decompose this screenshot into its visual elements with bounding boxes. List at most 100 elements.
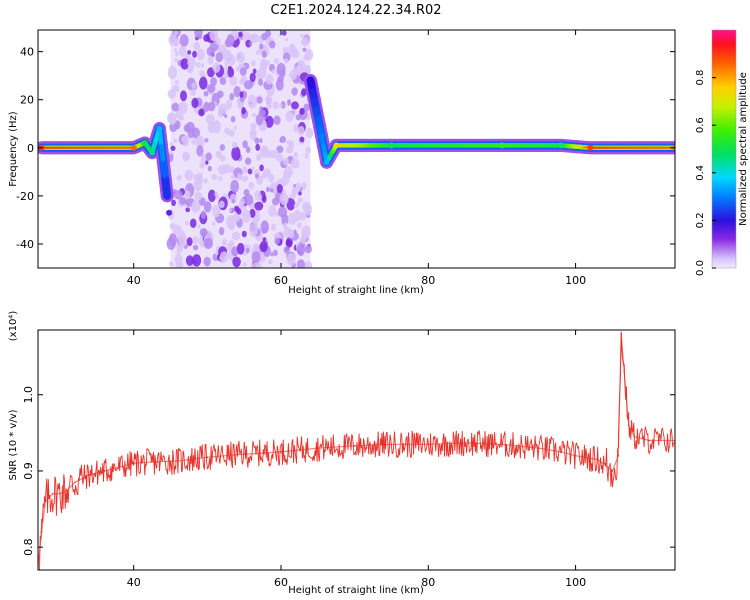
- noise-speckle: [274, 237, 280, 245]
- snr-data-point: [103, 470, 106, 472]
- noise-speckle: [297, 222, 302, 229]
- ridge-core-segment: [160, 144, 165, 164]
- noise-speckle: [218, 175, 223, 181]
- noise-speckle: [206, 46, 215, 57]
- noise-speckle: [300, 33, 304, 38]
- snr-data-point: [596, 458, 599, 461]
- noise-speckle: [229, 76, 238, 86]
- noise-speckle: [252, 112, 257, 118]
- noise-speckle: [191, 139, 197, 145]
- noise-speckle: [203, 90, 209, 97]
- snr-data-point: [623, 371, 625, 373]
- noise-speckle: [299, 136, 305, 143]
- noise-speckle: [285, 237, 293, 248]
- noise-speckle: [259, 43, 264, 50]
- noise-speckle: [205, 114, 215, 125]
- noise-speckle: [259, 138, 263, 144]
- ridge-point: [166, 209, 173, 216]
- ridge-point: [388, 142, 395, 149]
- noise-speckle: [229, 239, 234, 248]
- noise-speckle: [289, 193, 296, 200]
- noise-speckle: [301, 88, 307, 96]
- noise-speckle: [207, 101, 216, 112]
- noise-speckle: [191, 97, 199, 109]
- noise-speckle: [204, 138, 209, 143]
- noise-speckle: [206, 83, 216, 93]
- noise-speckle: [305, 127, 314, 139]
- noise-speckle: [296, 259, 306, 268]
- noise-speckle: [168, 233, 178, 246]
- snr-data-point: [353, 445, 356, 447]
- noise-speckle: [282, 46, 289, 55]
- noise-speckle: [235, 66, 240, 72]
- noise-speckle: [168, 113, 177, 126]
- snr-data-point: [464, 441, 466, 444]
- noise-speckle: [192, 254, 202, 267]
- snr-scale-note: (x10⁴): [8, 311, 19, 342]
- noise-speckle: [231, 174, 236, 180]
- noise-speckle: [203, 34, 210, 42]
- noise-speckle: [224, 114, 228, 118]
- noise-speckle: [284, 37, 288, 42]
- noise-speckle: [178, 234, 188, 248]
- noise-speckle: [287, 213, 297, 225]
- noise-speckle: [236, 242, 245, 255]
- noise-speckle: [268, 259, 273, 265]
- noise-speckle: [172, 84, 180, 93]
- ridge-core-segment: [152, 139, 157, 148]
- noise-speckle: [211, 173, 218, 180]
- noise-speckle: [223, 73, 228, 79]
- noise-speckle: [293, 229, 297, 235]
- noise-speckle: [192, 236, 199, 245]
- noise-speckle: [236, 51, 245, 64]
- noise-speckle: [244, 193, 254, 206]
- noise-speckle: [305, 146, 311, 154]
- noise-speckle: [218, 200, 225, 209]
- noise-speckle: [218, 227, 225, 236]
- noise-speckle: [231, 199, 235, 204]
- noise-speckle: [200, 210, 206, 219]
- noise-speckle: [239, 67, 247, 76]
- noise-speckle: [175, 51, 179, 57]
- snr-data-point: [633, 435, 636, 438]
- noise-speckle: [193, 173, 199, 182]
- noise-speckle: [288, 46, 298, 58]
- ridge-point: [323, 159, 330, 166]
- snr-data-point: [317, 447, 319, 449]
- noise-speckle: [249, 208, 256, 218]
- noise-speckle: [302, 201, 311, 212]
- snr-data-point: [501, 443, 503, 446]
- ridge-point: [156, 125, 163, 132]
- snr-series-line: [38, 333, 675, 567]
- noise-speckle: [279, 192, 289, 206]
- snr-noise-trace: [38, 331, 675, 570]
- noise-speckle: [203, 237, 213, 249]
- noise-speckle: [178, 45, 187, 57]
- noise-speckle: [254, 201, 264, 211]
- noise-speckle: [218, 103, 228, 115]
- x-tick-label: 80: [421, 576, 435, 589]
- noise-speckle: [248, 222, 259, 237]
- noise-speckle: [304, 261, 313, 268]
- noise-speckle: [230, 115, 236, 123]
- noise-speckle: [173, 48, 178, 52]
- noise-speckle: [215, 52, 223, 63]
- noise-speckle: [270, 252, 274, 257]
- noise-speckle: [271, 69, 275, 74]
- noise-speckle: [199, 70, 205, 77]
- noise-speckle: [296, 243, 305, 257]
- noise-speckle: [299, 107, 305, 115]
- noise-speckle: [251, 166, 255, 171]
- noise-speckle: [281, 30, 287, 36]
- ridge-point: [557, 142, 564, 149]
- ridge-point: [307, 77, 314, 84]
- noise-speckle: [185, 121, 195, 133]
- noise-speckle: [178, 101, 188, 114]
- noise-speckle: [303, 54, 309, 61]
- noise-speckle: [279, 135, 287, 144]
- snr-data-point: [574, 454, 577, 457]
- noise-speckle: [270, 183, 274, 190]
- noise-speckle: [232, 256, 241, 268]
- noise-speckle: [212, 120, 221, 134]
- y-tick-label: -40: [16, 238, 34, 251]
